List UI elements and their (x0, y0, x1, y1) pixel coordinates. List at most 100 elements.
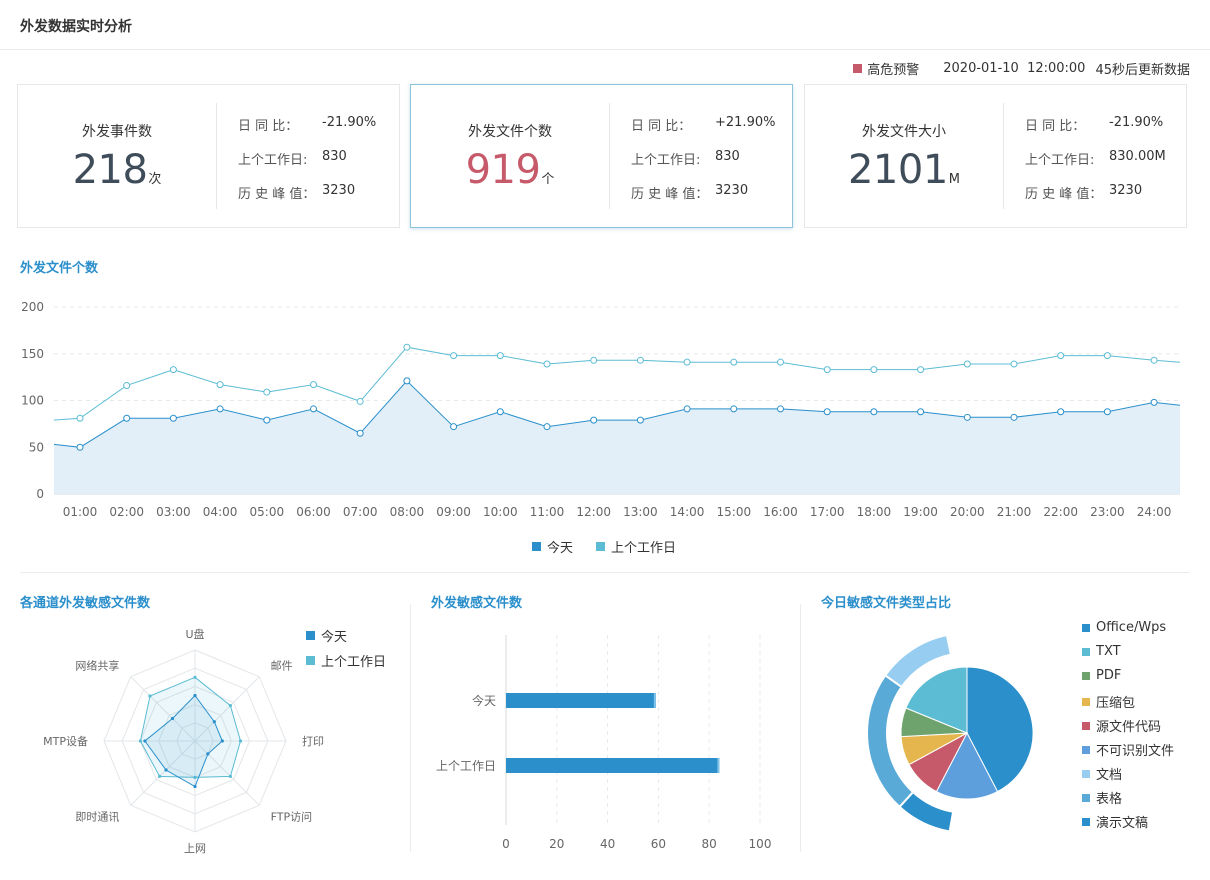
line-legend-today[interactable]: 今天 (532, 537, 573, 556)
data-point (777, 405, 784, 413)
x-tick-label: 0 (502, 837, 510, 851)
x-tick-label: 07:00 (343, 505, 378, 519)
radar-point (212, 720, 216, 724)
stat-value-peak: 3230 (322, 183, 356, 198)
stat-label-yoy: 日 同 比： (238, 119, 299, 134)
radar-axis-label: U盘 (185, 627, 204, 641)
pie-legend-item[interactable]: 演示文稿 (1082, 812, 1148, 831)
kpi-card-event-count[interactable]: 外发事件数 218次 日 同 比： -21.90% 上个工作日: 830 历 史 峰… (17, 84, 400, 228)
radar-point (148, 694, 152, 698)
legend-label: 压缩包 (1096, 696, 1136, 711)
stat-value-prev-day: 830.00M (1109, 149, 1166, 164)
radar-axis-label: 邮件 (271, 659, 293, 672)
stat-value-peak: 3230 (1109, 183, 1143, 198)
stat-value-peak: 3230 (715, 183, 749, 198)
legend-square-icon (306, 631, 315, 640)
legend-label: 上个工作日 (611, 541, 677, 556)
data-point (683, 405, 691, 413)
legend-label: PDF (1096, 668, 1122, 683)
legend-label: 今天 (547, 541, 574, 556)
kpi-value: 218 (72, 147, 148, 193)
data-point (450, 352, 458, 360)
alert-square-icon (853, 64, 863, 73)
pie-slice (966, 666, 1034, 793)
radar-legend-today[interactable]: 今天 (306, 626, 347, 645)
pie-chart[interactable] (842, 615, 1092, 865)
data-point (777, 358, 784, 366)
data-point (636, 356, 644, 364)
radar-axis-label: 打印 (302, 734, 324, 748)
data-point (963, 360, 971, 368)
pie-legend-item[interactable]: 不可识别文件 (1082, 740, 1174, 759)
x-tick-label: 03:00 (156, 505, 191, 519)
data-point (1150, 356, 1158, 364)
x-tick-label: 20:00 (950, 505, 985, 519)
stat-value-yoy: -21.90% (322, 115, 377, 130)
x-tick-label: 11:00 (530, 505, 565, 519)
data-point (1103, 408, 1111, 416)
radar-point (158, 774, 162, 778)
radar-spoke (130, 740, 196, 806)
data-point (169, 366, 177, 374)
data-point (823, 366, 831, 374)
kpi-unit: 次 (148, 172, 162, 187)
data-point (730, 405, 738, 413)
stat-value-prev-day: 830 (715, 149, 740, 164)
radar-axis-label: FTP访问 (271, 811, 313, 824)
radar-point (143, 739, 147, 743)
legend-label: 上个工作日 (321, 655, 387, 670)
pie-legend-item[interactable]: 源文件代码 (1082, 716, 1161, 735)
stat-value-yoy: -21.90% (1109, 115, 1164, 130)
x-tick-label: 15:00 (717, 505, 752, 519)
radar-point (170, 716, 175, 721)
data-point (356, 397, 364, 405)
radar-legend-prev[interactable]: 上个工作日 (306, 651, 386, 670)
stat-label-yoy: 日 同 比： (1025, 119, 1086, 134)
series-line-today (53, 380, 1181, 448)
stat-value-yoy: +21.90% (715, 115, 776, 130)
y-tick-label: 0 (36, 487, 44, 501)
pie-legend-item[interactable]: 文档 (1082, 764, 1122, 783)
kpi-value-wrap: 919个 (411, 147, 609, 193)
pie-legend-item[interactable]: 压缩包 (1082, 692, 1135, 711)
radar-spoke (194, 740, 260, 806)
kpi-value: 2101 (847, 147, 948, 193)
x-tick-label: 09:00 (436, 505, 471, 519)
radar-point (193, 784, 197, 789)
ring-segment (883, 633, 953, 689)
stat-label-prev-day: 上个工作日: (631, 153, 701, 168)
kpi-unit: 个 (541, 172, 555, 187)
status-datetime: 2020-01-10 12:00:00 (943, 61, 1086, 76)
radar-spoke (130, 676, 196, 742)
line-legend-prev[interactable]: 上个工作日 (596, 537, 676, 556)
kpi-title: 外发文件大小 (862, 124, 946, 140)
x-tick-label: 05:00 (250, 505, 285, 519)
pie-chart-title: 今日敏感文件类型占比 (821, 596, 952, 611)
kpi-card-file-count[interactable]: 外发文件个数 919个 日 同 比： +21.90% 上个工作日: 830 历 史 … (410, 84, 793, 228)
bar-end-cap (717, 758, 720, 773)
status-bar: 高危预警 2020-01-10 12:00:00 45秒后更新数据 (853, 59, 1190, 78)
pie-slice (905, 666, 968, 734)
legend-label: 演示文稿 (1096, 816, 1149, 831)
data-point (216, 405, 224, 413)
pie-legend-item[interactable]: 表格 (1082, 788, 1122, 807)
data-point (1010, 360, 1018, 368)
radar-point (238, 739, 243, 743)
x-tick-label: 06:00 (296, 505, 331, 519)
data-point (683, 358, 691, 366)
kpi-title: 外发事件数 (82, 124, 152, 140)
pie-legend-item[interactable]: Office/Wps (1082, 620, 1166, 635)
x-tick-label: 21:00 (997, 505, 1032, 519)
legend-label: 不可识别文件 (1096, 744, 1175, 759)
data-point (917, 408, 925, 416)
kpi-value-wrap: 218次 (18, 147, 216, 193)
kpi-card-file-size[interactable]: 外发文件大小 2101M 日 同 比： -21.90% 上个工作日: 830.00M… (804, 84, 1187, 228)
line-chart[interactable]: 0 50 100 150 200 01:00 02:00 03:00 04:00 05:00 06:… (0, 280, 1210, 580)
data-point (216, 381, 224, 389)
radar-point (193, 775, 197, 779)
pie-legend-item[interactable]: TXT (1082, 644, 1121, 659)
radar-point (138, 739, 142, 743)
pie-legend-item[interactable]: PDF (1082, 668, 1121, 683)
